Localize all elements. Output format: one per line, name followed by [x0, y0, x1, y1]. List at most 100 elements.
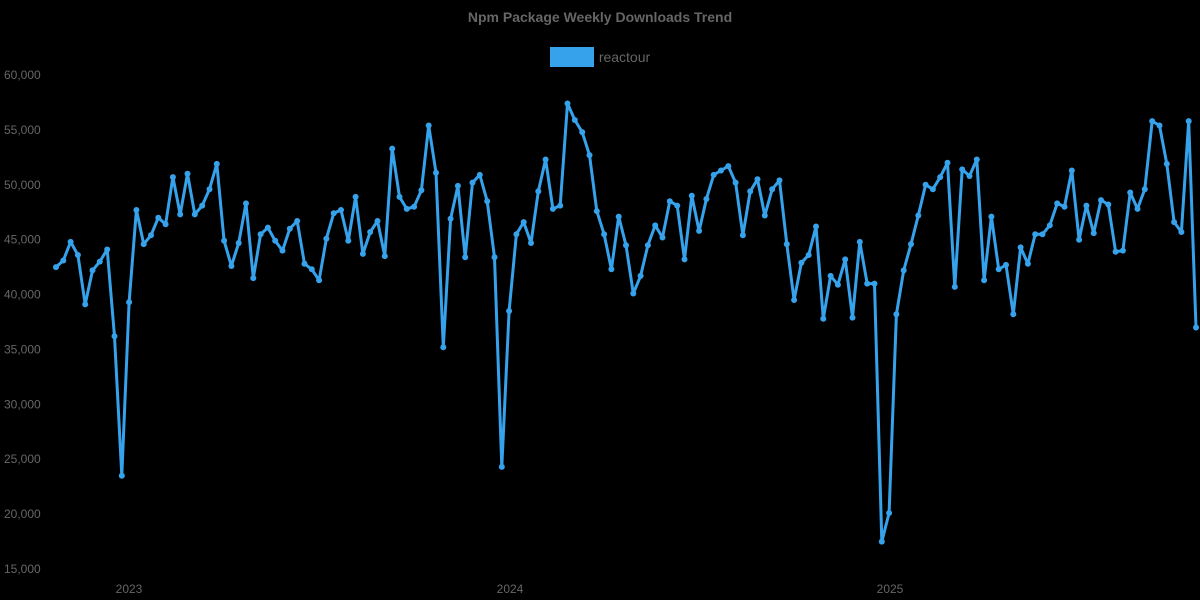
data-point[interactable] [279, 247, 286, 254]
data-point[interactable] [359, 250, 366, 257]
data-point[interactable] [564, 100, 571, 107]
data-point[interactable] [1141, 186, 1148, 193]
data-point[interactable] [688, 192, 695, 199]
data-point[interactable] [381, 253, 388, 260]
data-point[interactable] [1105, 201, 1112, 208]
data-point[interactable] [352, 193, 359, 200]
data-point[interactable] [601, 231, 608, 238]
data-point[interactable] [1134, 205, 1141, 212]
data-point[interactable] [791, 297, 798, 303]
data-point[interactable] [250, 275, 257, 282]
data-point[interactable] [1119, 247, 1126, 254]
data-point[interactable] [440, 344, 447, 351]
data-point[interactable] [754, 176, 761, 183]
data-point[interactable] [118, 472, 125, 479]
data-point[interactable] [235, 240, 242, 246]
data-point[interactable] [53, 264, 59, 271]
data-point[interactable] [995, 266, 1002, 273]
data-point[interactable] [1090, 230, 1097, 237]
data-point[interactable] [330, 210, 337, 217]
data-point[interactable] [338, 207, 344, 213]
data-point[interactable] [82, 301, 89, 308]
data-point[interactable] [637, 272, 644, 279]
data-point[interactable] [922, 181, 929, 188]
data-point[interactable] [761, 212, 768, 219]
data-point[interactable] [301, 260, 308, 267]
data-point[interactable] [864, 280, 871, 287]
data-point[interactable] [944, 159, 951, 166]
data-point[interactable] [345, 237, 352, 244]
data-point[interactable] [367, 229, 374, 235]
data-point[interactable] [213, 160, 220, 167]
data-point[interactable] [834, 281, 841, 288]
data-point[interactable] [871, 280, 878, 287]
data-point[interactable] [184, 170, 191, 177]
data-point[interactable] [951, 283, 958, 290]
data-point[interactable] [374, 218, 381, 224]
data-point[interactable] [849, 314, 856, 321]
data-point[interactable] [418, 187, 425, 194]
data-point[interactable] [973, 156, 980, 163]
data-point[interactable] [1039, 231, 1046, 238]
data-point[interactable] [549, 205, 556, 212]
data-point[interactable] [827, 272, 834, 279]
data-point[interactable] [169, 174, 176, 181]
data-point[interactable] [126, 299, 133, 306]
data-point[interactable] [571, 117, 578, 123]
data-point[interactable] [915, 212, 922, 219]
data-point[interactable] [425, 122, 432, 129]
data-point[interactable] [476, 171, 483, 178]
data-point[interactable] [966, 173, 973, 179]
data-point[interactable] [433, 169, 439, 176]
data-point[interactable] [1112, 248, 1119, 255]
data-point[interactable] [820, 315, 827, 322]
data-point[interactable] [162, 221, 169, 228]
data-point[interactable] [959, 166, 966, 173]
data-point[interactable] [1061, 203, 1068, 210]
data-point[interactable] [681, 256, 688, 263]
data-point[interactable] [1054, 200, 1061, 207]
data-point[interactable] [1178, 229, 1185, 235]
data-point[interactable] [272, 237, 279, 244]
data-point[interactable] [96, 258, 103, 265]
data-point[interactable] [732, 179, 739, 186]
data-point[interactable] [586, 152, 593, 159]
data-point[interactable] [718, 167, 724, 174]
data-point[interactable] [111, 333, 118, 340]
data-point[interactable] [666, 198, 673, 205]
data-point[interactable] [89, 267, 96, 274]
data-point[interactable] [1156, 122, 1163, 129]
data-point[interactable] [104, 246, 111, 253]
data-point[interactable] [484, 198, 491, 205]
data-point[interactable] [1127, 189, 1134, 196]
data-point[interactable] [542, 156, 549, 163]
data-point[interactable] [1010, 311, 1017, 318]
data-point[interactable] [798, 259, 805, 266]
data-point[interactable] [462, 254, 469, 261]
data-point[interactable] [710, 171, 717, 178]
data-point[interactable] [177, 211, 184, 218]
data-point[interactable] [1149, 118, 1156, 125]
legend-swatch-reactour[interactable] [549, 47, 594, 67]
data-point[interactable] [133, 207, 140, 213]
data-point[interactable] [228, 263, 235, 269]
data-point[interactable] [403, 205, 410, 212]
data-point[interactable] [1098, 197, 1104, 204]
data-point[interactable] [491, 254, 498, 261]
data-point[interactable] [199, 202, 206, 209]
data-point[interactable] [148, 232, 154, 239]
data-point[interactable] [396, 193, 403, 200]
data-point[interactable] [652, 222, 659, 229]
data-point[interactable] [535, 188, 542, 195]
data-point[interactable] [747, 188, 754, 195]
data-point[interactable] [981, 277, 988, 284]
data-point[interactable] [191, 211, 198, 218]
data-point[interactable] [937, 174, 944, 181]
data-point[interactable] [257, 231, 264, 238]
data-point[interactable] [60, 257, 67, 264]
data-point[interactable] [1024, 260, 1031, 267]
data-point[interactable] [623, 242, 629, 249]
data-point[interactable] [1083, 202, 1090, 209]
data-point[interactable] [739, 232, 746, 239]
data-point[interactable] [929, 186, 936, 193]
